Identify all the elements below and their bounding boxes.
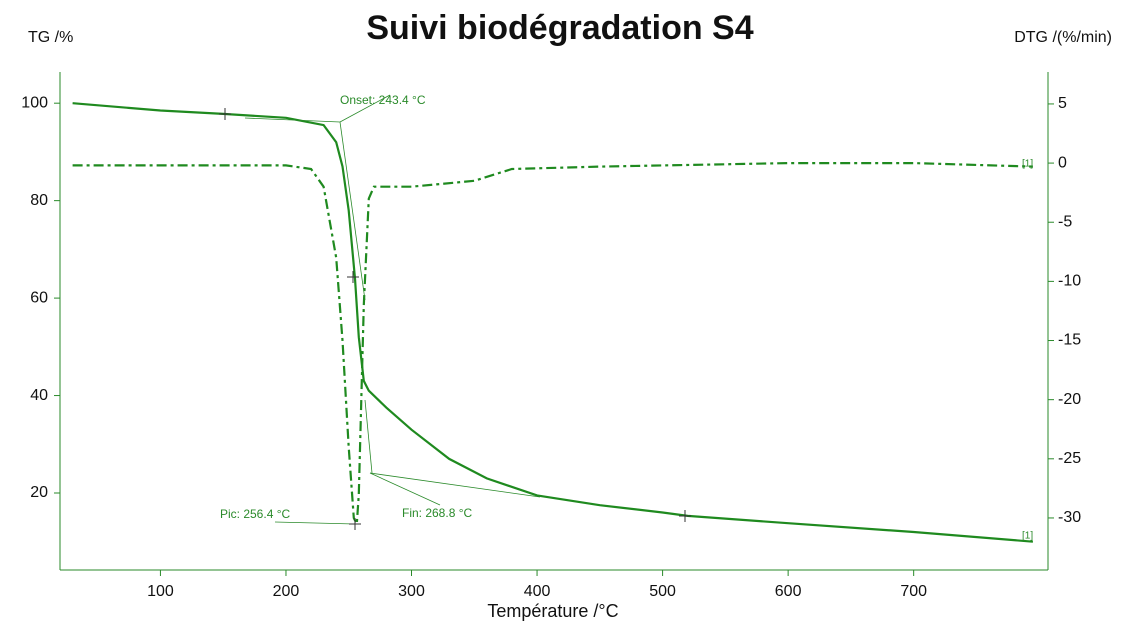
construction-line (339, 121, 366, 301)
construction-line (274, 521, 356, 525)
series-line (72, 102, 1033, 543)
y2-tick-label: -30 (1058, 509, 1081, 526)
x-tick-label: 300 (398, 583, 425, 600)
construction-line (244, 117, 341, 123)
x-tick-label: 400 (524, 583, 551, 600)
y2-tick-label: -25 (1058, 450, 1081, 467)
x-tick-label: 600 (775, 583, 802, 600)
annotation: Onset: 243.4 °C (340, 93, 426, 107)
construction-line (369, 472, 541, 498)
construction-line (364, 399, 373, 474)
annotation: Pic: 256.4 °C (220, 507, 291, 521)
y2-axis-label: DTG /(%/min) (1014, 29, 1112, 46)
y-tick-label: 100 (21, 94, 48, 111)
x-tick-label: 700 (900, 583, 927, 600)
y-tick-label: 60 (30, 289, 48, 306)
curve-label: [1] (1022, 159, 1033, 170)
y-tick-label: 20 (30, 484, 48, 501)
y-axis-label: TG /% (28, 29, 73, 46)
y2-tick-label: 5 (1058, 95, 1067, 112)
y2-tick-label: -5 (1058, 213, 1072, 230)
y2-tick-label: -10 (1058, 273, 1081, 290)
chart-title: Suivi biodégradation S4 (366, 9, 753, 47)
curve-label: [1] (1022, 531, 1033, 542)
x-axis-label: Température /°C (487, 601, 618, 621)
x-tick-label: 100 (147, 583, 174, 600)
series-line (72, 162, 1033, 528)
construction-line (369, 472, 441, 506)
y-tick-label: 40 (30, 387, 48, 404)
y2-tick-label: 0 (1058, 154, 1067, 171)
construction-line (339, 94, 391, 123)
annotation: Fin: 268.8 °C (402, 506, 473, 520)
x-tick-label: 500 (649, 583, 676, 600)
x-tick-label: 200 (273, 583, 300, 600)
y2-tick-label: -15 (1058, 332, 1081, 349)
y-tick-label: 80 (30, 192, 48, 209)
y2-tick-label: -20 (1058, 391, 1081, 408)
